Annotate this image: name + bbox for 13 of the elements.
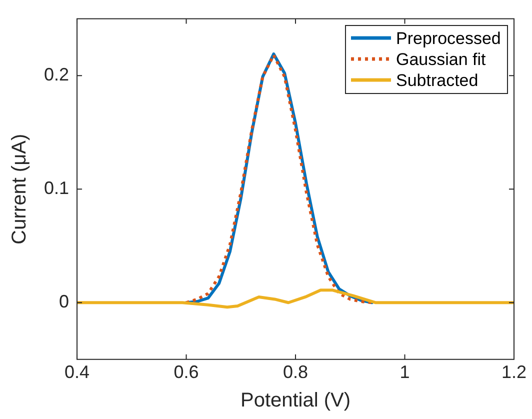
x-tick-label: 0.8: [282, 362, 308, 382]
x-tick-label: 1.2: [501, 362, 527, 382]
y-tick-label: 0: [59, 292, 70, 312]
x-tick-label: 1: [400, 362, 410, 382]
x-tick-label: 0.4: [64, 362, 90, 382]
x-axis-title: Potential (V): [240, 390, 351, 412]
y-tick-label: 0.1: [44, 178, 70, 198]
legend-label: Preprocessed: [396, 28, 501, 49]
y-axis-title: Current (μA): [8, 134, 31, 244]
legend-label: Gaussian fit: [396, 48, 486, 70]
y-tick-label: 0.2: [44, 64, 70, 85]
legend-label: Subtracted: [396, 70, 478, 91]
x-tick-label: 0.6: [174, 362, 199, 382]
